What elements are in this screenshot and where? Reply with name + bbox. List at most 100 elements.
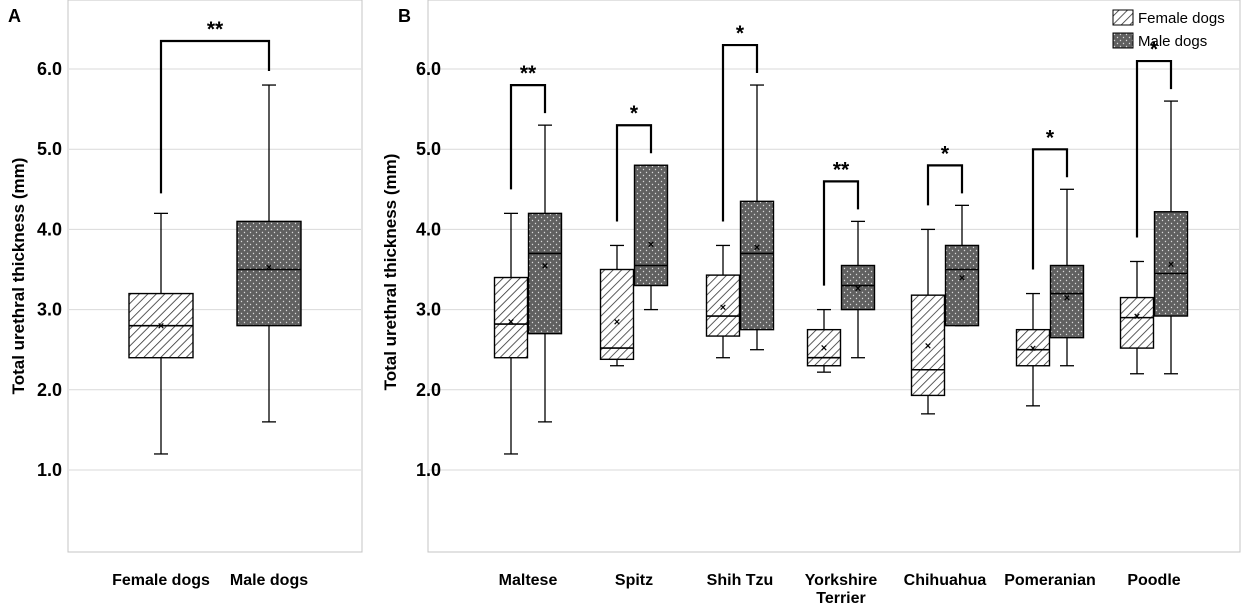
box-b-f-1: × bbox=[599, 244, 635, 367]
box-b-m-3: × bbox=[840, 220, 876, 359]
y-tick-label: 5.0 bbox=[37, 139, 62, 159]
box-a-0: × bbox=[128, 212, 194, 455]
panel-b-y-axis-label: Total urethral thickness (mm) bbox=[381, 154, 400, 391]
mean-marker: × bbox=[925, 341, 931, 353]
box-iqr bbox=[1119, 296, 1155, 349]
category-label-line2: Terrier bbox=[816, 590, 866, 606]
y-tick-label: 2.0 bbox=[416, 380, 441, 400]
panel-a-y-ticks: 1.0 2.0 3.0 4.0 5.0 6.0 bbox=[37, 59, 62, 480]
mean-marker: × bbox=[1168, 259, 1174, 271]
significance-label: ** bbox=[207, 18, 224, 41]
panel-b-boxes: × × × × × × × × × × × × × × bbox=[493, 84, 1189, 455]
category-label: Maltese bbox=[499, 572, 558, 589]
box-b-f-3: × bbox=[806, 308, 842, 373]
legend-male-swatch bbox=[1112, 32, 1134, 49]
panel-b-y-ticks: 1.0 2.0 3.0 4.0 5.0 6.0 bbox=[416, 59, 441, 480]
box-iqr bbox=[1015, 328, 1051, 367]
y-tick-label: 2.0 bbox=[37, 380, 62, 400]
significance-label: * bbox=[941, 142, 950, 165]
y-tick-label: 1.0 bbox=[37, 460, 62, 480]
significance-label: * bbox=[1150, 38, 1159, 61]
mean-marker: × bbox=[266, 262, 272, 274]
mean-marker: × bbox=[1134, 311, 1140, 323]
box-iqr bbox=[1049, 264, 1085, 339]
panel-a-letter: A bbox=[8, 6, 21, 26]
box-b-f-5: × bbox=[1015, 292, 1051, 407]
y-tick-label: 3.0 bbox=[37, 300, 62, 320]
mean-marker: × bbox=[648, 239, 654, 251]
mean-marker: × bbox=[821, 342, 827, 354]
panel-a-boxes: ×× bbox=[128, 84, 302, 455]
category-label: Shih Tzu bbox=[707, 572, 774, 589]
category-label: Pomeranian bbox=[1004, 572, 1096, 589]
box-b-f-6: × bbox=[1119, 260, 1155, 375]
significance-bracket bbox=[159, 39, 271, 194]
panel-b-significance: ********* bbox=[509, 22, 1173, 286]
significance-label: * bbox=[1046, 126, 1055, 149]
category-label: Yorkshire bbox=[805, 572, 878, 589]
y-tick-label: 4.0 bbox=[416, 219, 441, 239]
box-iqr bbox=[599, 268, 635, 361]
box-b-m-0: × bbox=[527, 124, 563, 423]
panel-a: A Total urethral thickness (mm) 1.0 2.0 3.… bbox=[8, 0, 363, 589]
category-label: Chihuahua bbox=[904, 572, 987, 589]
box-b-m-5: × bbox=[1049, 188, 1085, 367]
y-tick-label: 4.0 bbox=[37, 219, 62, 239]
legend-female-label: Female dogs bbox=[1138, 10, 1225, 27]
legend-male-label: Male dogs bbox=[1138, 33, 1207, 50]
box-iqr bbox=[493, 276, 529, 359]
box-iqr bbox=[527, 212, 563, 335]
box-iqr bbox=[739, 200, 775, 331]
panel-a-category-labels: Female dogs Male dogs bbox=[112, 572, 308, 589]
significance-bracket bbox=[926, 164, 964, 206]
box-b-f-2: × bbox=[705, 244, 741, 359]
significance-bracket bbox=[615, 124, 653, 222]
legend-female-swatch bbox=[1112, 9, 1134, 26]
box-iqr bbox=[944, 244, 980, 327]
box-b-m-2: × bbox=[739, 84, 775, 351]
y-tick-label: 6.0 bbox=[416, 59, 441, 79]
y-tick-label: 5.0 bbox=[416, 139, 441, 159]
y-tick-label: 3.0 bbox=[416, 300, 441, 320]
mean-marker: × bbox=[542, 260, 548, 272]
mean-marker: × bbox=[754, 242, 760, 254]
significance-bracket bbox=[509, 84, 547, 190]
panel-b-letter: B bbox=[398, 6, 411, 26]
panel-a-y-axis-label: Total urethral thickness (mm) bbox=[9, 158, 28, 395]
y-tick-label: 1.0 bbox=[416, 460, 441, 480]
mean-marker: × bbox=[614, 317, 620, 329]
category-label: Poodle bbox=[1127, 572, 1180, 589]
mean-marker: × bbox=[959, 273, 965, 285]
legend: Female dogs Male dogs bbox=[1112, 9, 1225, 50]
significance-label: ** bbox=[833, 158, 850, 181]
box-iqr bbox=[806, 328, 842, 367]
y-tick-label: 6.0 bbox=[37, 59, 62, 79]
panel-b-gridlines bbox=[429, 68, 1239, 471]
panel-a-significance: ** bbox=[159, 18, 271, 194]
significance-label: ** bbox=[520, 62, 537, 85]
box-iqr bbox=[236, 220, 302, 327]
significance-bracket bbox=[1031, 148, 1069, 270]
category-label: Male dogs bbox=[230, 572, 308, 589]
panel-b: B Total urethral thickness (mm) 1.0 2.0 3.… bbox=[381, 0, 1241, 607]
panel-b-frame bbox=[427, 0, 1241, 553]
mean-marker: × bbox=[508, 317, 514, 329]
mean-marker: × bbox=[1030, 343, 1036, 355]
box-iqr bbox=[910, 294, 946, 397]
mean-marker: × bbox=[158, 321, 164, 333]
box-b-f-4: × bbox=[910, 228, 946, 415]
category-label: Female dogs bbox=[112, 572, 210, 589]
significance-bracket bbox=[1135, 59, 1173, 238]
box-b-m-6: × bbox=[1153, 100, 1189, 375]
box-iqr bbox=[633, 164, 669, 287]
significance-bracket bbox=[822, 180, 860, 286]
box-iqr bbox=[705, 274, 741, 337]
panel-a-frame bbox=[67, 0, 363, 553]
box-b-f-0: × bbox=[493, 212, 529, 455]
significance-label: * bbox=[630, 102, 639, 125]
box-b-m-1: × bbox=[633, 164, 669, 311]
box-iqr bbox=[1153, 211, 1189, 317]
